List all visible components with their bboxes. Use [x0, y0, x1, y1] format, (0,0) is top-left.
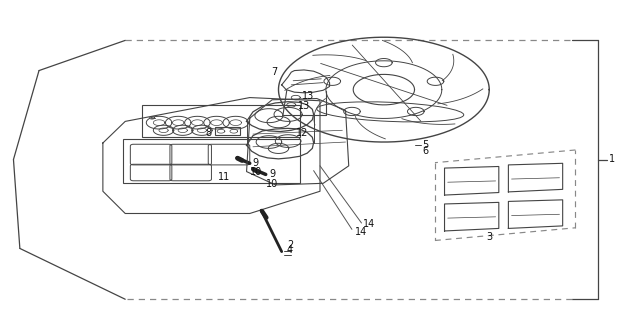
Text: 1: 1 [609, 154, 615, 165]
Text: 14: 14 [364, 219, 376, 229]
Text: 8: 8 [205, 129, 211, 138]
Text: 7: 7 [271, 67, 277, 77]
Text: 9: 9 [252, 158, 259, 168]
Text: 13: 13 [302, 91, 314, 101]
Text: 10: 10 [250, 167, 262, 177]
Text: 6: 6 [422, 146, 428, 156]
Text: 3: 3 [486, 232, 492, 242]
Text: 13: 13 [298, 101, 310, 111]
Text: 2: 2 [287, 240, 293, 250]
Text: 12: 12 [296, 129, 308, 138]
Text: 11: 11 [218, 172, 230, 182]
Text: 5: 5 [422, 140, 428, 150]
Text: 9: 9 [269, 169, 275, 179]
Text: 14: 14 [355, 227, 367, 237]
Text: 4: 4 [287, 245, 293, 256]
Text: 10: 10 [266, 179, 278, 189]
